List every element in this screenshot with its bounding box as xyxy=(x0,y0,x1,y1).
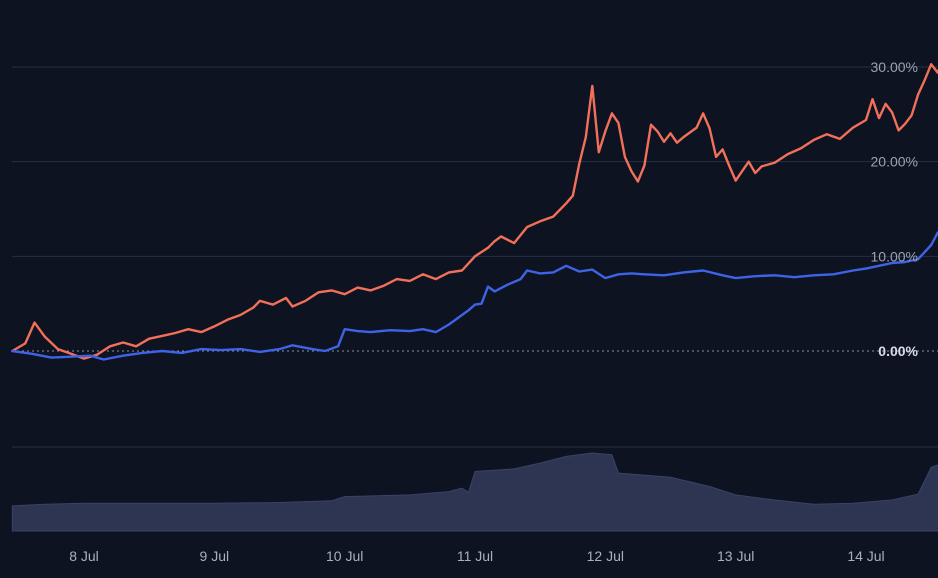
y-tick-label: 30.00% xyxy=(871,59,918,75)
series-lines xyxy=(11,63,938,361)
volume-area-series xyxy=(11,452,938,532)
x-tick-label: 10 Jul xyxy=(326,548,363,564)
series-line-1 xyxy=(11,231,938,361)
y-axis-labels: 0.00% 10.00% 20.00% 30.00% xyxy=(871,59,919,359)
y-tick-label: 20.00% xyxy=(871,154,918,170)
x-tick-label: 12 Jul xyxy=(587,548,624,564)
x-tick-label: 13 Jul xyxy=(717,548,754,564)
grid xyxy=(12,66,938,532)
x-tick-label: 8 Jul xyxy=(69,548,99,564)
x-axis-labels: 8 Jul 9 Jul 10 Jul 11 Jul 12 Jul 13 Jul 14 Jul xyxy=(69,548,884,564)
y-tick-label: 10.00% xyxy=(871,248,918,264)
x-tick-label: 14 Jul xyxy=(847,548,884,564)
y-tick-label: 0.00% xyxy=(878,343,918,359)
x-tick-label: 11 Jul xyxy=(457,548,493,564)
volume-area xyxy=(11,452,938,532)
series-line-0 xyxy=(11,63,938,360)
x-tick-label: 9 Jul xyxy=(200,548,230,564)
